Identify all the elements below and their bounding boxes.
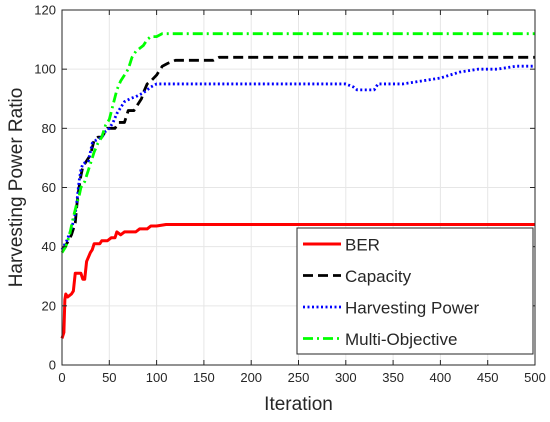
- x-tick-label: 0: [58, 370, 65, 385]
- y-tick-label: 20: [42, 298, 56, 313]
- x-tick-label: 450: [477, 370, 499, 385]
- y-tick-label: 100: [34, 62, 56, 77]
- y-axis-label: Harvesting Power Ratio: [6, 88, 27, 288]
- x-tick-label: 50: [102, 370, 116, 385]
- series-lines: [60, 32, 535, 339]
- x-tick-label: 400: [430, 370, 452, 385]
- legend-box: [296, 227, 534, 355]
- y-tick-label: 120: [34, 3, 56, 18]
- x-tick-label: 350: [382, 370, 404, 385]
- legend: BER Capacity Harvesting Power Multi-Objecti…: [296, 227, 534, 355]
- series-line-4: [60, 32, 535, 254]
- y-tick-label: 80: [42, 121, 56, 136]
- x-tick-label: 100: [146, 370, 168, 385]
- x-tick-label: 500: [524, 370, 546, 385]
- legend-label: Multi-Objective: [345, 330, 457, 349]
- legend-label: Capacity: [345, 267, 412, 286]
- x-tick-label: 200: [240, 370, 262, 385]
- x-tick-label: 250: [288, 370, 310, 385]
- x-axis-label: Iteration: [264, 394, 333, 415]
- series-line-1: [60, 222, 535, 339]
- x-tick-label: 300: [335, 370, 357, 385]
- legend-label: BER: [345, 236, 380, 255]
- x-tick-label: 150: [193, 370, 215, 385]
- series-line-2: [60, 55, 535, 251]
- y-tick-label: 0: [49, 358, 56, 373]
- legend-label: Harvesting Power: [345, 299, 480, 318]
- axis-ticks: 0 50 100 150 200 250 300 350 400 450 500 0 20 40 60 80 1…: [34, 3, 546, 386]
- y-tick-label: 60: [42, 180, 56, 195]
- y-tick-label: 40: [42, 239, 56, 254]
- series-line-3: [60, 64, 535, 251]
